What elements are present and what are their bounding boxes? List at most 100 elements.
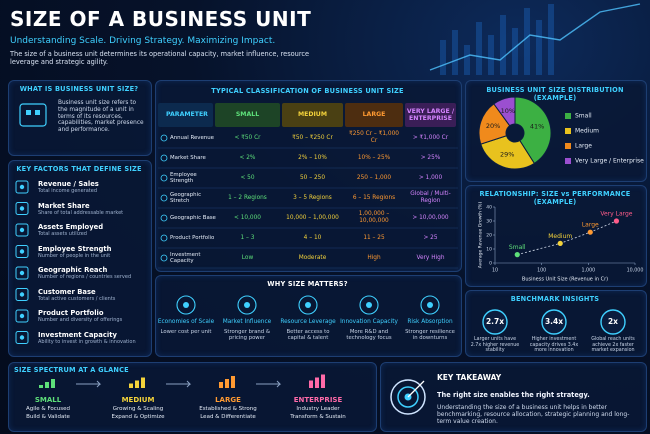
why-description: Lower cost per unit bbox=[160, 329, 212, 335]
spectrum-arrow bbox=[76, 380, 102, 388]
legend-swatch bbox=[565, 128, 571, 134]
row-icon bbox=[160, 234, 168, 242]
icon-shape bbox=[407, 380, 425, 398]
spectrum-icon bbox=[321, 374, 325, 388]
legend-swatch bbox=[565, 143, 571, 149]
description: The size of a business unit determines i… bbox=[10, 50, 310, 66]
benchmark-value: 3.4x bbox=[545, 317, 563, 326]
row-label: Investment Capacity bbox=[170, 251, 201, 264]
factor-name: Employee Strength bbox=[38, 244, 112, 253]
slice-label: 10% bbox=[501, 107, 515, 115]
panel-title: WHY SIZE MATTERS? bbox=[267, 280, 348, 288]
table-cell: < ₹50 Cr bbox=[234, 134, 261, 141]
spectrum-icon bbox=[225, 379, 229, 388]
factors-panel bbox=[8, 160, 152, 357]
row-label: Employee Strength bbox=[170, 171, 197, 184]
y-tick-label: 40 bbox=[486, 205, 492, 211]
spectrum-focus: Build & Validate bbox=[26, 414, 70, 420]
spectrum-icon bbox=[231, 376, 235, 388]
factor-icon bbox=[19, 292, 25, 297]
spectrum-icon bbox=[51, 379, 55, 388]
row-label: Geographic Base bbox=[170, 214, 216, 221]
table-cell: Low bbox=[241, 254, 254, 261]
x-tick-label: 1,000 bbox=[581, 268, 595, 274]
row-icon bbox=[160, 214, 168, 222]
table-cell: 50 – 250 bbox=[299, 174, 326, 181]
spectrum-focus: Transform & Sustain bbox=[290, 414, 346, 420]
factor-icon bbox=[15, 245, 29, 258]
why-icon bbox=[366, 302, 372, 308]
spectrum-name: LARGE bbox=[215, 396, 241, 404]
row-icon bbox=[160, 154, 168, 162]
y-tick-label: 30 bbox=[486, 219, 492, 225]
table-cell: 4 – 10 bbox=[303, 234, 322, 241]
scatter-point bbox=[557, 240, 563, 246]
slice-label: 20% bbox=[486, 122, 500, 130]
table-cell: 1 – 2 Regions bbox=[228, 194, 267, 201]
legend-label: Very Large / Enterprise bbox=[575, 158, 644, 165]
spectrum-trait: Established & Strong bbox=[199, 406, 257, 412]
factor-name: Product Portfolio bbox=[38, 309, 104, 317]
x-tick-label: 10 bbox=[492, 268, 498, 274]
spectrum-icon bbox=[141, 377, 145, 388]
spectrum-icon bbox=[135, 380, 139, 388]
table-cell: 250 – 1,000 bbox=[356, 174, 392, 181]
factor-icon bbox=[19, 313, 25, 319]
panel-title: SIZE SPECTRUM AT A GLANCE bbox=[14, 366, 129, 374]
point-label: Small bbox=[509, 244, 526, 251]
table-cell: < 10,000 bbox=[234, 214, 261, 221]
icon-shape bbox=[390, 379, 426, 415]
benchmark-text: Global reach units achieve 2x faster mar… bbox=[591, 337, 635, 354]
why-name: Risk Absorption bbox=[407, 319, 453, 325]
benchmark-text: Larger units have 2.7x higher revenue st… bbox=[470, 337, 520, 354]
why-icon bbox=[427, 302, 433, 308]
why-icon bbox=[237, 295, 257, 315]
table-cell: 10,000 – 1,00,000 bbox=[286, 214, 339, 221]
factor-description: Number and diversity of offerings bbox=[38, 317, 123, 323]
row-icon bbox=[160, 174, 168, 182]
table-cell: High bbox=[367, 254, 381, 261]
factor-description: Total income generated bbox=[38, 188, 97, 194]
skyline-bars bbox=[440, 4, 554, 75]
x-axis-label: Business Unit Size (Revenue in Cr) bbox=[522, 277, 608, 283]
spectrum-focus: Lead & Differentiate bbox=[200, 414, 256, 420]
why-description: More R&D and technology focus bbox=[346, 329, 392, 342]
row-icon bbox=[160, 254, 168, 262]
x-tick-label: 10,000 bbox=[627, 268, 644, 274]
table-cell: 1 – 3 bbox=[240, 234, 255, 241]
page-title: SIZE OF A BUSINESS UNIT bbox=[10, 7, 312, 31]
why-name: Resource Leverage bbox=[280, 319, 336, 325]
takeaway-headline: The right size enables the right strateg… bbox=[437, 391, 590, 399]
benchmark-ring bbox=[482, 309, 508, 335]
deco-bar bbox=[440, 40, 446, 75]
table-header: LARGE bbox=[345, 103, 403, 127]
spectrum-panel bbox=[8, 362, 377, 432]
chart-title: BUSINESS UNIT SIZE DISTRIBUTION (EXAMPLE… bbox=[486, 86, 624, 102]
row-label: Geographic Stretch bbox=[170, 191, 202, 204]
definition-panel bbox=[8, 80, 152, 156]
row-label: Product Portfolio bbox=[170, 234, 215, 241]
table-cell: Very High bbox=[416, 254, 445, 261]
factor-name: Customer Base bbox=[38, 287, 96, 296]
legend-label: Small bbox=[575, 113, 592, 120]
why-description: Better access to capital & talent bbox=[286, 329, 330, 342]
table-header: PARAMETER bbox=[158, 103, 213, 127]
scatter-point bbox=[514, 252, 520, 258]
why-name: Market Influence bbox=[222, 319, 272, 325]
spectrum-name: SMALL bbox=[34, 396, 62, 404]
why-icon bbox=[420, 295, 440, 315]
spectrum-trait: Agile & Focused bbox=[25, 406, 71, 412]
y-tick-label: 20 bbox=[486, 233, 492, 239]
factor-icon bbox=[19, 249, 25, 254]
factor-name: Assets Employed bbox=[38, 223, 104, 231]
panel-title: WHAT IS BUSINESS UNIT SIZE? bbox=[19, 85, 139, 93]
table-cell: > 25% bbox=[420, 154, 441, 161]
factor-description: Number of regions / countries served bbox=[38, 274, 132, 280]
deco-bar bbox=[512, 28, 518, 75]
panel-title: BENCHMARK INSIGHTS bbox=[510, 295, 600, 303]
factor-icon bbox=[19, 184, 25, 190]
trend-line bbox=[517, 220, 617, 255]
icon-shape bbox=[397, 386, 419, 408]
